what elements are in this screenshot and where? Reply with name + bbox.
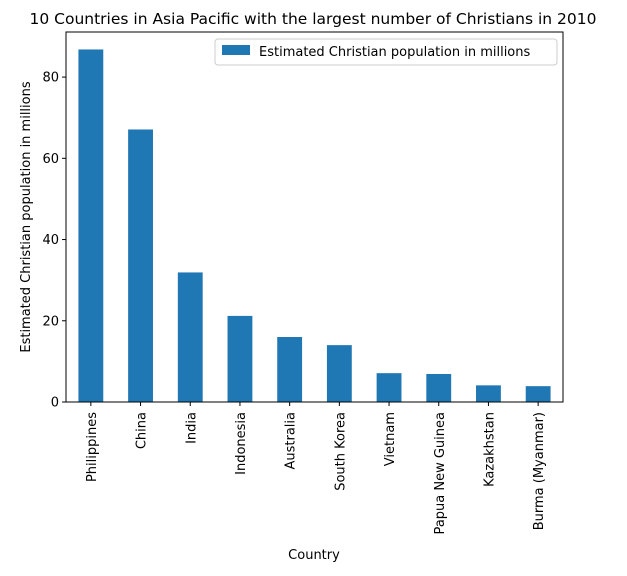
legend-frame xyxy=(214,38,558,66)
x-tick-label: Kazakhstan xyxy=(482,412,497,487)
x-tick-label: Indonesia xyxy=(234,412,249,475)
x-tick-label: Philippines xyxy=(85,412,100,482)
x-tick-label: China xyxy=(135,412,150,449)
y-axis-label: Estimated Christian population in millio… xyxy=(19,81,34,352)
bar xyxy=(78,49,104,402)
x-tick-label: India xyxy=(184,412,199,444)
y-tick-label: 40 xyxy=(42,233,59,248)
legend: Estimated Christian population in millio… xyxy=(214,38,558,66)
y-tick-label: 0 xyxy=(51,396,59,411)
x-tick-label: Vietnam xyxy=(383,412,398,466)
bar xyxy=(426,373,452,402)
bar xyxy=(326,345,352,402)
legend-label: Estimated Christian population in millio… xyxy=(259,45,530,60)
x-tick-label: Burma (Myanmar) xyxy=(532,412,547,530)
chart-title: 10 Countries in Asia Pacific with the la… xyxy=(30,10,597,28)
bars-layer xyxy=(78,49,551,403)
bar xyxy=(376,373,402,402)
bar xyxy=(128,129,153,403)
bar xyxy=(227,315,253,402)
bar xyxy=(277,337,303,402)
bar xyxy=(177,272,203,402)
x-tick-label: South Korea xyxy=(333,412,348,491)
y-tick-label: 80 xyxy=(42,71,59,86)
x-tick-label: Australia xyxy=(284,412,299,470)
legend-swatch xyxy=(222,45,250,55)
plot-frame xyxy=(65,31,564,403)
y-axis-ticks: 0 20 40 60 80 xyxy=(42,71,66,411)
y-tick-label: 60 xyxy=(42,152,59,167)
bar xyxy=(525,386,551,402)
y-tick-label: 20 xyxy=(42,314,59,329)
x-axis-ticks: Philippines China India Indonesia Australia S… xyxy=(85,402,547,534)
bar xyxy=(476,385,501,402)
x-axis-label: Country xyxy=(288,548,340,563)
x-tick-label: Papua New Guinea xyxy=(433,412,448,534)
